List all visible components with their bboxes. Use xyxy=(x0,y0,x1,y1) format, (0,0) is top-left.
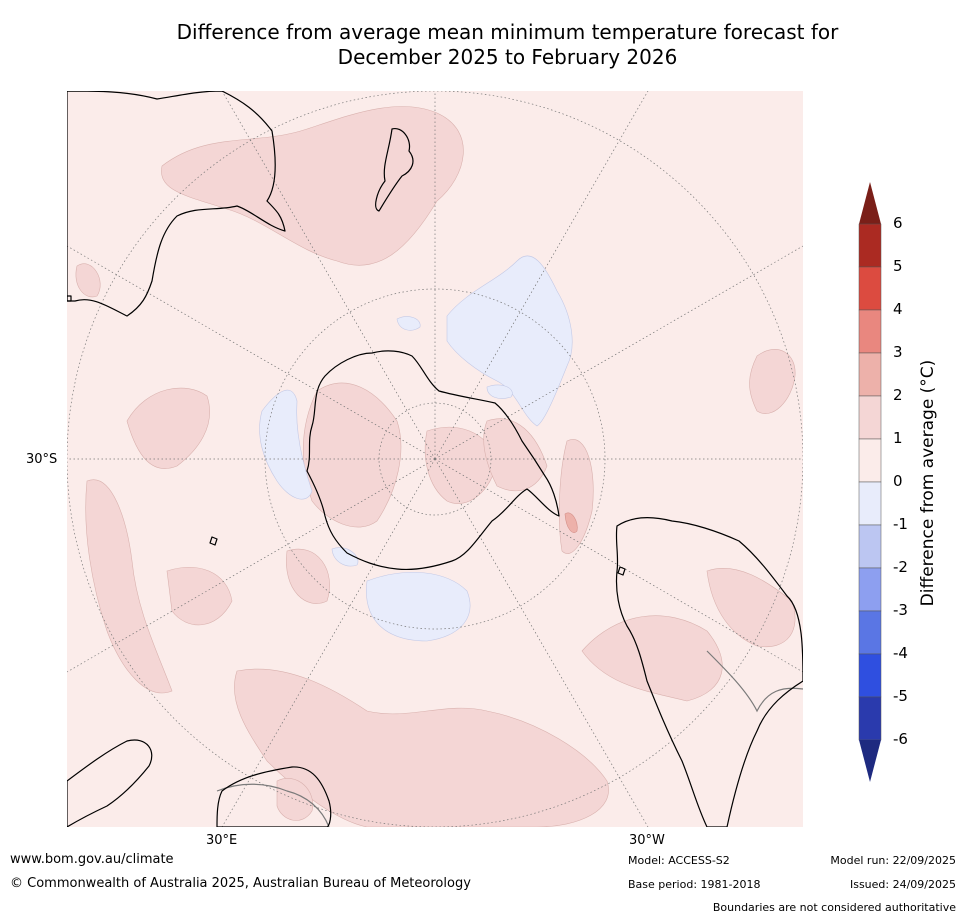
colorbar xyxy=(858,182,882,782)
colorbar-tick-label: 3 xyxy=(893,343,903,361)
colorbar-band xyxy=(858,610,882,655)
colorbar-tick-label: -5 xyxy=(893,687,908,705)
graticule xyxy=(67,91,803,827)
colorbar-tick-label: -1 xyxy=(893,515,908,533)
forecast-map xyxy=(67,91,803,827)
latitude-label-30s: 30°S xyxy=(26,452,58,467)
country-boundaries xyxy=(216,650,803,827)
colorbar-band xyxy=(858,352,882,397)
colorbar-tick-label: -4 xyxy=(893,644,908,662)
map-title-line1: Difference from average mean minimum tem… xyxy=(176,20,839,44)
colorbar-tick-label: 4 xyxy=(893,300,903,318)
footer-disclaimer: Boundaries are not considered authoritat… xyxy=(712,901,956,914)
south-america-coastline xyxy=(615,517,803,827)
footer-issued: Issued: 24/09/2025 xyxy=(849,878,956,891)
footer-model: Model: ACCESS-S2 xyxy=(628,854,730,867)
colorbar-band xyxy=(858,438,882,483)
colorbar-extend-min xyxy=(859,740,881,782)
longitude-label-30e: 30°E xyxy=(206,833,238,848)
colorbar-band xyxy=(858,223,882,268)
footer-copyright: © Commonwealth of Australia 2025, Austra… xyxy=(10,876,471,891)
colorbar-band xyxy=(858,395,882,440)
colorbar-band xyxy=(858,567,882,612)
australia-coastline xyxy=(67,91,286,317)
anomaly-patch-2-to-3 xyxy=(564,512,578,533)
colorbar-tick-label: -2 xyxy=(893,558,908,576)
colorbar-band xyxy=(858,524,882,569)
colorbar-tick-label: 1 xyxy=(893,429,903,447)
footer-base-period: Base period: 1981-2018 xyxy=(628,878,761,891)
map-title-line2: December 2025 to February 2026 xyxy=(337,45,678,69)
colorbar-tick-label: 2 xyxy=(893,386,903,404)
anomaly-patches-minus1-to-0 xyxy=(259,255,573,642)
map-title: Difference from average mean minimum tem… xyxy=(60,20,955,70)
coastlines xyxy=(67,91,803,827)
colorbar-band xyxy=(858,696,882,741)
africa-coastline xyxy=(67,739,153,827)
colorbar-tick-label: -3 xyxy=(893,601,908,619)
colorbar-title: Difference from average (°C) xyxy=(918,359,938,607)
colorbar-tick-label: 0 xyxy=(893,472,903,490)
longitude-label-30w: 30°W xyxy=(629,833,665,848)
colorbar-extend-max xyxy=(859,182,881,224)
colorbar-band xyxy=(858,266,882,311)
footer-model-run: Model run: 22/09/2025 xyxy=(830,854,956,867)
colorbar-tick-label: 6 xyxy=(893,214,903,232)
new-zealand-coastline xyxy=(375,127,414,212)
colorbar-band xyxy=(858,309,882,354)
colorbar-bands xyxy=(858,223,882,741)
colorbar-band xyxy=(858,653,882,698)
antarctica-coastline xyxy=(306,350,560,571)
colorbar-tick-label: -6 xyxy=(893,730,908,748)
colorbar-band xyxy=(858,481,882,526)
footer-website[interactable]: www.bom.gov.au/climate xyxy=(10,852,174,867)
colorbar-tick-label: 5 xyxy=(893,257,903,275)
